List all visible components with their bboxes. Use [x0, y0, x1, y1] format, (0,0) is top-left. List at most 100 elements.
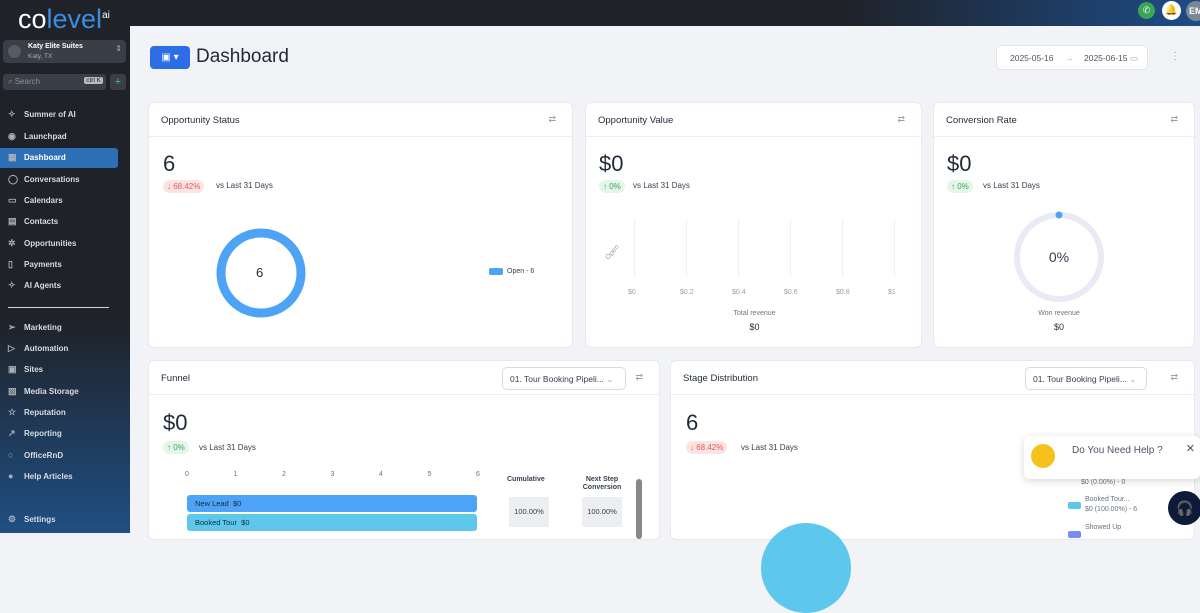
sidebar-item-label: Launchpad	[24, 132, 67, 141]
footer-label: Total revenue	[733, 310, 776, 317]
sidebar-item-dashboard[interactable]: ▦ Dashboard	[0, 148, 118, 168]
sidebar-item-reporting[interactable]: ↗ Reporting	[0, 424, 118, 444]
sidebar-item-label: Contacts	[24, 217, 59, 226]
calendar-icon: ▭	[1130, 53, 1139, 63]
legend-name[interactable]: Booked Tour...	[1085, 496, 1130, 503]
legend-swatch	[489, 268, 503, 275]
add-button[interactable]: +	[110, 74, 126, 90]
sidebar-item-label: Payments	[24, 260, 62, 269]
funnel-bar-new-lead[interactable]: New Lead $0	[187, 495, 477, 512]
card-title: Stage Distribution	[683, 373, 758, 384]
legend-label[interactable]: Open - 6	[507, 268, 535, 275]
legend-label[interactable]: $0 (100.00%) - 6	[1085, 506, 1138, 513]
location-switcher[interactable]: Katy Elite Suites Katy, TX ⇕	[3, 40, 126, 63]
sidebar-item-summer-of-ai[interactable]: ✧ Summer of AI	[0, 105, 118, 125]
sidebar-item-media-storage[interactable]: ▨ Media Storage	[0, 382, 118, 402]
y-axis-label: Open	[604, 243, 621, 262]
swap-icon[interactable]: ⇄	[548, 114, 556, 124]
sidebar-item-contacts[interactable]: ▤ Contacts	[0, 212, 118, 232]
x-tick-label: 0	[185, 471, 189, 478]
sidebar-item-opportunities[interactable]: ✲ Opportunities	[0, 234, 118, 254]
help-popup[interactable]: Do You Need Help ? ✕	[1024, 436, 1200, 479]
metric-value: $0	[947, 151, 972, 176]
comparison-label: vs Last 31 Days	[633, 181, 690, 190]
scrollbar[interactable]	[636, 479, 642, 539]
x-tick-label: 6	[476, 471, 480, 478]
date-to[interactable]: 2025-06-15	[1084, 53, 1128, 63]
legend-swatch	[1068, 502, 1081, 509]
sidebar-item-label: AI Agents	[24, 281, 62, 290]
gauge-marker	[1055, 211, 1063, 219]
dashboard-switcher-button[interactable]: ▣ ▾	[150, 46, 190, 69]
x-tick-label: 2	[282, 471, 286, 478]
x-tick-label: 1	[233, 471, 238, 478]
donut-slice-open[interactable]	[216, 228, 306, 318]
card-title: Opportunity Status	[161, 115, 240, 126]
sidebar-item-reputation[interactable]: ☆ Reputation	[0, 403, 118, 423]
sidebar-item-payments[interactable]: ▯ Payments	[0, 255, 118, 275]
sidebar-item-sites[interactable]: ▣ Sites	[0, 360, 118, 380]
card-title: Opportunity Value	[598, 115, 674, 126]
swap-icon[interactable]: ⇄	[635, 372, 643, 382]
change-badge: ↑ 0%	[163, 441, 189, 454]
sidebar-item-launchpad[interactable]: ◉ Launchpad	[0, 127, 118, 147]
circle-icon: ○	[8, 450, 14, 460]
close-icon[interactable]: ✕	[1185, 443, 1195, 455]
legend-label[interactable]: $0 (0.00%) - 0	[1081, 479, 1126, 486]
sidebar-item-label: Calendars	[24, 196, 63, 205]
footer-value: $0	[1053, 322, 1064, 332]
donut-chart	[216, 228, 306, 318]
bell-icon[interactable]: 🔔	[1162, 1, 1181, 20]
sidebar-item-automation[interactable]: ▷ Automation	[0, 339, 118, 359]
sidebar-item-marketing[interactable]: ➢ Marketing	[0, 318, 118, 338]
donut-center-value: 6	[256, 265, 264, 280]
sidebar-item-label: Sites	[24, 365, 44, 374]
shortcut-badge: ctrl K	[84, 77, 103, 84]
funnel-bar-booked-tour[interactable]: Booked Tour $0	[187, 514, 477, 531]
pipeline-select[interactable]: 01. Tour Booking Pipeli... ⌄	[1025, 367, 1147, 390]
avatar[interactable]: EM	[1186, 1, 1200, 21]
date-from[interactable]: 2025-05-16	[1010, 53, 1054, 63]
search-input[interactable]: ⌕ Search ctrl K	[3, 74, 106, 90]
swap-icon[interactable]: ⇄	[1170, 372, 1178, 382]
gauge-chart	[1014, 211, 1104, 302]
swap-icon[interactable]: ⇄	[1170, 114, 1178, 124]
x-tick-label: 5	[427, 471, 432, 478]
next-step-header: Next Step Conversion	[582, 476, 622, 491]
sidebar-item-help-articles[interactable]: ● Help Articles	[0, 467, 118, 487]
sidebar: colevelai Katy Elite Suites Katy, TX ⇕ ⌕…	[0, 0, 130, 533]
legend-name[interactable]: Showed Up	[1085, 524, 1122, 531]
sidebar-item-label: Reputation	[24, 408, 66, 417]
location-city: Katy, TX	[28, 53, 53, 60]
sparkle-icon: ✧	[8, 280, 16, 290]
chat-widget-button[interactable]: 🎧	[1168, 491, 1200, 525]
grid-line	[738, 219, 739, 277]
opportunities-icon: ✲	[8, 238, 16, 248]
pipeline-select[interactable]: 01. Tour Booking Pipeli... ⌄	[502, 367, 626, 390]
trend-icon: ↗	[8, 428, 16, 438]
sidebar-item-label: Media Storage	[24, 387, 79, 396]
swap-icon[interactable]: ⇄	[897, 114, 905, 124]
more-icon[interactable]: ⋮	[1170, 51, 1180, 62]
grid-line	[894, 219, 895, 277]
card-title: Funnel	[161, 373, 191, 384]
sidebar-item-label: Automation	[24, 344, 69, 353]
metric-value: 6	[163, 151, 176, 176]
date-range-picker[interactable]: 2025-05-16 → 2025-06-15 ▭	[996, 45, 1148, 70]
sidebar-item-calendars[interactable]: ▭ Calendars	[0, 191, 118, 211]
sidebar-item-ai-agents[interactable]: ✧ AI Agents	[0, 276, 118, 296]
sidebar-item-label: Dashboard	[24, 153, 66, 162]
comparison-label: vs Last 31 Days	[216, 181, 273, 190]
phone-icon[interactable]: ✆	[1138, 2, 1155, 19]
pie-slice-booked-tour[interactable]	[761, 523, 851, 613]
grid-line	[842, 219, 843, 277]
x-tick-label: $0.8	[836, 289, 850, 296]
sidebar-item-conversations[interactable]: ◯ Conversations	[0, 170, 118, 190]
sidebar-item-officernd[interactable]: ○ OfficeRnD	[0, 446, 118, 466]
gauge-value: 0%	[1048, 249, 1070, 265]
payments-icon: ▯	[8, 259, 13, 269]
gear-icon: ⚙	[8, 514, 17, 524]
grid-icon: ▦	[8, 152, 17, 162]
sidebar-item-settings[interactable]: ⚙ Settings	[8, 514, 56, 524]
x-tick-label: $0.2	[680, 289, 694, 296]
